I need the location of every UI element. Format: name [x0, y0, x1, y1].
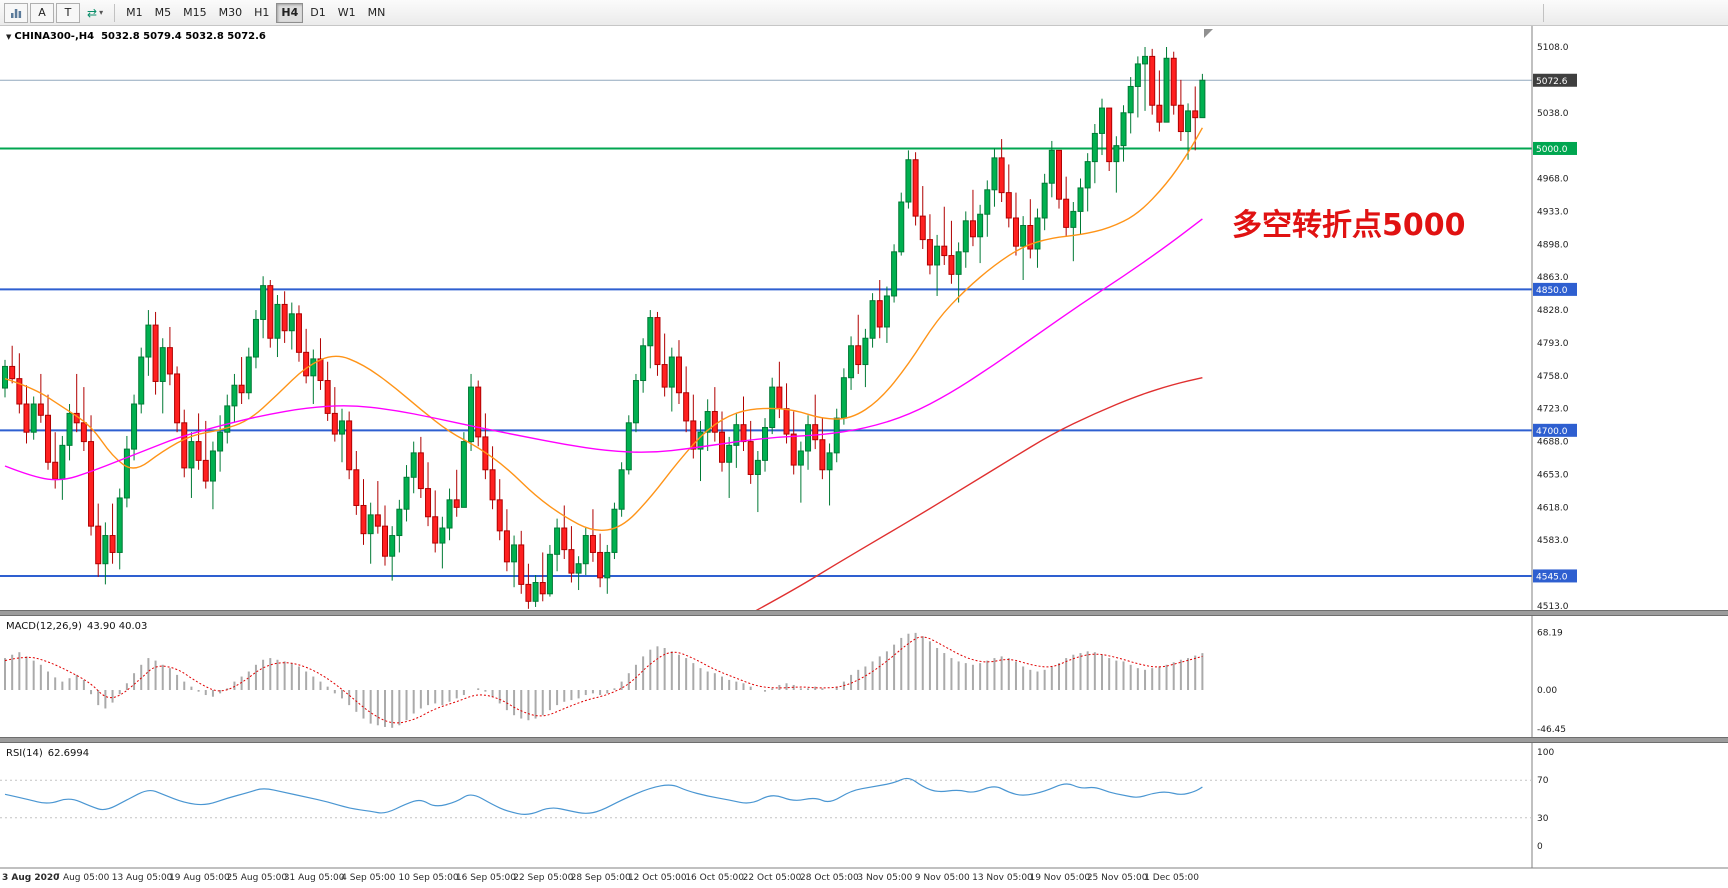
timeframe-h4-button[interactable]: H4	[276, 2, 304, 23]
svg-text:4545.0: 4545.0	[1536, 572, 1568, 582]
svg-text:4688.0: 4688.0	[1537, 438, 1569, 448]
timeframe-h1-button[interactable]: H1	[249, 3, 274, 23]
timeframe-mn-button[interactable]: MN	[363, 3, 391, 23]
svg-text:28 Sep 05:00: 28 Sep 05:00	[571, 873, 631, 883]
svg-text:5072.6: 5072.6	[1536, 77, 1568, 87]
svg-text:0: 0	[1537, 842, 1543, 852]
svg-text:1 Dec 05:00: 1 Dec 05:00	[1144, 873, 1199, 883]
price-badge	[1533, 141, 1577, 155]
svg-text:4700.0: 4700.0	[1536, 427, 1568, 437]
rsi-value: 62.6994	[47, 748, 90, 759]
cycle-icon: ⇄	[87, 5, 98, 20]
svg-text:4583.0: 4583.0	[1537, 536, 1569, 546]
svg-text:5038.0: 5038.0	[1537, 109, 1569, 119]
annotation-text[interactable]: 多空转折点5000	[1232, 208, 1466, 243]
text-tool-button[interactable]: T	[56, 2, 80, 23]
arrow-tool-button[interactable]: A	[30, 2, 54, 23]
ma-slow-red	[750, 377, 1203, 615]
symbol-period-label: CHINA300-,H4	[14, 31, 95, 42]
timeframe-m15-button[interactable]: M15	[178, 3, 212, 23]
timeframe-m5-button[interactable]: M5	[150, 3, 177, 23]
svg-text:4828.0: 4828.0	[1537, 306, 1569, 316]
svg-text:4933.0: 4933.0	[1537, 207, 1569, 217]
svg-text:-46.45: -46.45	[1537, 725, 1566, 735]
svg-text:13 Nov 05:00: 13 Nov 05:00	[972, 873, 1033, 883]
svg-text:4723.0: 4723.0	[1537, 405, 1569, 415]
price-badge	[1533, 73, 1577, 87]
macd-panel: 68.19 0.00 -46.45	[4, 629, 1566, 735]
ma-mid-magenta	[4, 218, 1203, 481]
timeframe-w1-button[interactable]: W1	[333, 3, 361, 23]
svg-text:100: 100	[1537, 748, 1554, 758]
svg-text:4863.0: 4863.0	[1537, 273, 1569, 283]
macd-values: 43.90 40.03	[86, 621, 148, 632]
candles-layer	[2, 47, 1206, 609]
svg-text:31 Aug 05:00: 31 Aug 05:00	[284, 873, 345, 883]
timeframe-d1-button[interactable]: D1	[305, 3, 330, 23]
ma-fast-orange	[4, 127, 1203, 531]
chart-icon[interactable]	[4, 2, 28, 23]
macd-label: MACD(12,26,9) 43.90 40.03	[6, 621, 152, 632]
svg-text:25 Aug 05:00: 25 Aug 05:00	[226, 873, 287, 883]
timeframe-m30-button[interactable]: M30	[214, 3, 248, 23]
svg-text:12 Oct 05:00: 12 Oct 05:00	[628, 873, 687, 883]
svg-text:5108.0: 5108.0	[1537, 43, 1569, 53]
svg-text:3 Aug 2020: 3 Aug 2020	[2, 873, 59, 883]
panel-separators[interactable]	[0, 610, 1728, 743]
svg-text:22 Oct 05:00: 22 Oct 05:00	[743, 873, 802, 883]
svg-text:4513.0: 4513.0	[1537, 602, 1569, 612]
toolbar: A T ⇄ ▾ M1 M5 M15 M30 H1 H4 D1 W1 MN	[0, 0, 1728, 26]
svg-text:0.00: 0.00	[1537, 686, 1557, 696]
svg-text:5000.0: 5000.0	[1536, 145, 1568, 155]
svg-text:4898.0: 4898.0	[1537, 240, 1569, 250]
svg-text:25 Nov 05:00: 25 Nov 05:00	[1087, 873, 1148, 883]
rsi-name: RSI(14)	[6, 748, 43, 759]
svg-text:30: 30	[1537, 814, 1549, 824]
svg-text:19 Aug 05:00: 19 Aug 05:00	[169, 873, 230, 883]
svg-text:4758.0: 4758.0	[1537, 372, 1569, 382]
price-badge	[1533, 423, 1577, 437]
cycle-dropdown-button[interactable]: ⇄ ▾	[82, 3, 108, 23]
shift-marker-icon	[1204, 29, 1213, 38]
timeframe-group: M1 M5 M15 M30 H1 H4 D1 W1 MN	[120, 2, 391, 23]
svg-text:19 Nov 05:00: 19 Nov 05:00	[1029, 873, 1090, 883]
svg-text:4 Sep 05:00: 4 Sep 05:00	[341, 873, 396, 883]
svg-text:16 Oct 05:00: 16 Oct 05:00	[685, 873, 744, 883]
svg-text:28 Oct 05:00: 28 Oct 05:00	[800, 873, 859, 883]
timeframe-m1-button[interactable]: M1	[121, 3, 148, 23]
price-axis[interactable]: 4513.04548.04583.04618.04653.04688.04723…	[1531, 26, 1577, 868]
svg-text:4850.0: 4850.0	[1536, 286, 1568, 296]
toolbar-separator	[114, 3, 116, 22]
svg-text:7 Aug 05:00: 7 Aug 05:00	[54, 873, 109, 883]
collapse-triangle-icon[interactable]: ▼	[6, 33, 12, 41]
macd-name: MACD(12,26,9)	[6, 621, 82, 632]
chart-ohlc-header: ▼ CHINA300-,H4 5032.8 5079.4 5032.8 5072.6	[6, 31, 266, 42]
svg-text:4968.0: 4968.0	[1537, 175, 1569, 185]
price-hlines	[0, 79, 1532, 577]
svg-text:4618.0: 4618.0	[1537, 503, 1569, 513]
svg-text:68.19: 68.19	[1537, 629, 1563, 639]
rsi-line	[4, 777, 1203, 815]
chevron-down-icon: ▾	[99, 8, 104, 17]
svg-text:4653.0: 4653.0	[1537, 470, 1569, 480]
svg-text:4793.0: 4793.0	[1537, 339, 1569, 349]
price-badge	[1533, 569, 1577, 583]
rsi-label: RSI(14) 62.6994	[6, 748, 94, 759]
price-badge	[1533, 282, 1577, 296]
rsi-panel: 100 70 30 0	[0, 748, 1554, 852]
ma-lines	[4, 29, 1213, 615]
ohlc-values: 5032.8 5079.4 5032.8 5072.6	[101, 31, 266, 42]
bar-chart-icon	[11, 8, 22, 18]
svg-text:13 Aug 05:00: 13 Aug 05:00	[112, 873, 173, 883]
svg-text:16 Sep 05:00: 16 Sep 05:00	[456, 873, 516, 883]
svg-text:10 Sep 05:00: 10 Sep 05:00	[399, 873, 459, 883]
svg-text:22 Sep 05:00: 22 Sep 05:00	[513, 873, 573, 883]
svg-text:9 Nov 05:00: 9 Nov 05:00	[915, 873, 970, 883]
toolbar-separator-right	[1543, 3, 1545, 22]
svg-text:3 Nov 05:00: 3 Nov 05:00	[857, 873, 912, 883]
svg-text:70: 70	[1537, 776, 1549, 786]
